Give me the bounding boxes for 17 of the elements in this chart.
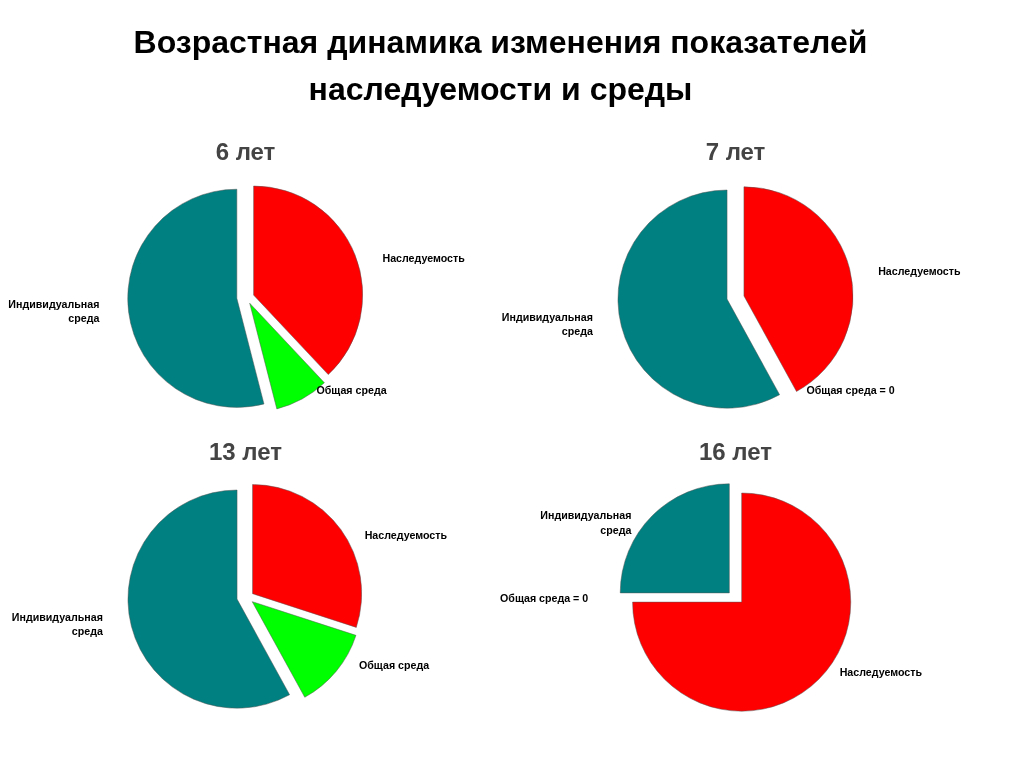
slice-label: Наследуемость (382, 252, 466, 265)
slice-label: Индивидуальная среда (8, 297, 100, 324)
chart-title: 16 лет (698, 437, 773, 465)
chart-title: 7 лет (705, 137, 766, 165)
slice-label: Общая среда (316, 384, 387, 397)
slice-label: Наследуемость (839, 666, 923, 679)
slice-label: Индивидуальная среда (501, 310, 593, 338)
category-label: Общая среда = 0 (806, 384, 895, 397)
slice-label: Общая среда (358, 659, 430, 672)
chart-title: 13 лет (208, 437, 283, 465)
slice-label: Индивидуальная среда (540, 509, 632, 536)
slice-label: Наследуемость (878, 265, 961, 278)
category-label: Общая среда = 0 (500, 591, 589, 604)
slice-label: Индивидуальная среда (11, 610, 103, 638)
text: Возрастная динамика изменения показателей наследуемости и среды (133, 24, 868, 107)
chart-title: 6 лет (215, 137, 276, 165)
slice-label: Наследуемость (364, 529, 448, 542)
